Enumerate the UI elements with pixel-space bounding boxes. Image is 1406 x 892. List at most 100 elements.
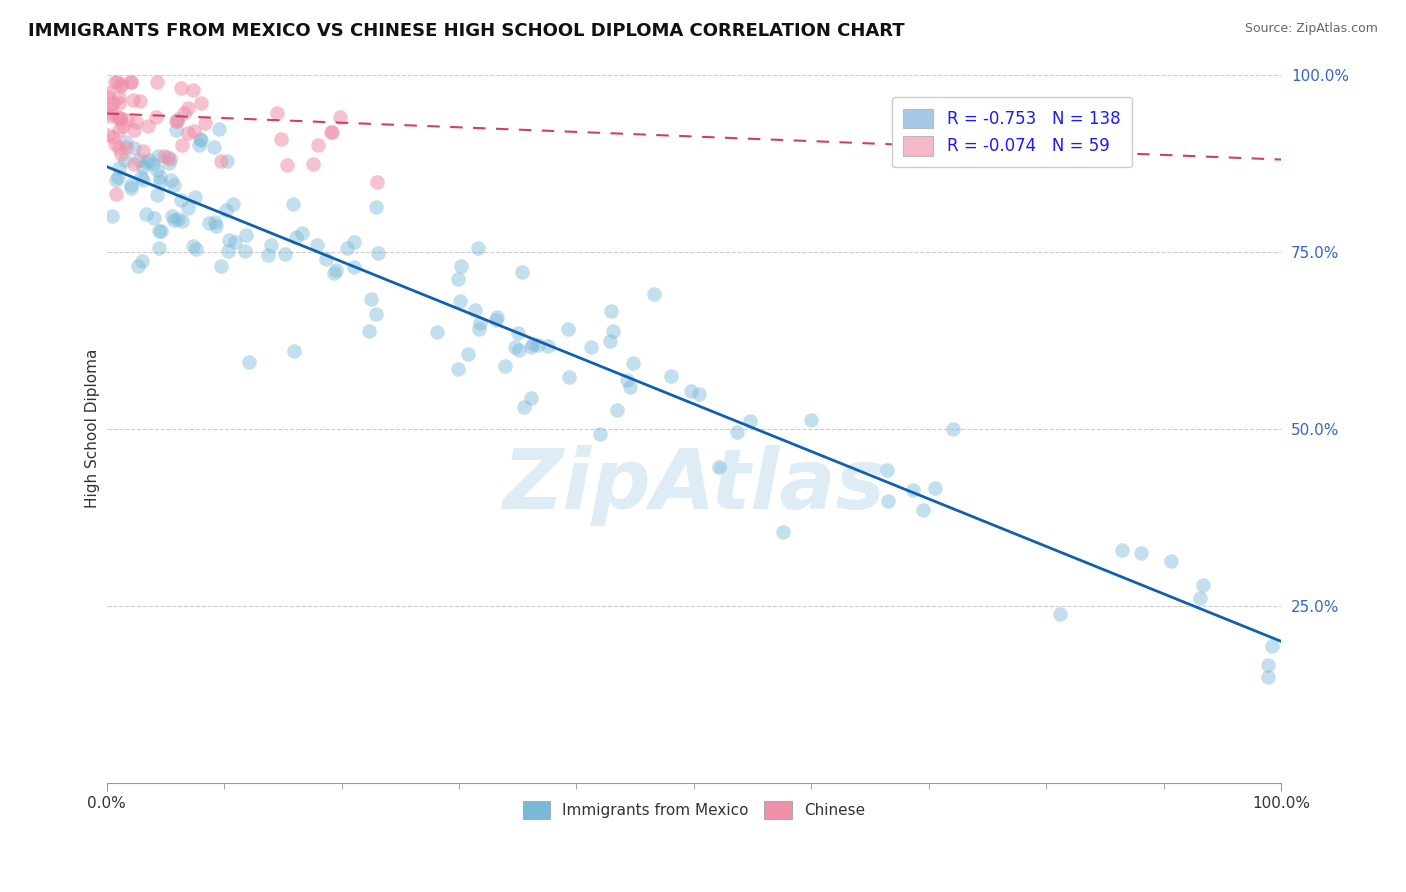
Point [204,215,226,229]
Point [901,483,924,497]
Text: IMMIGRANTS FROM MEXICO VS CHINESE HIGH SCHOOL DIPLOMA CORRELATION CHART: IMMIGRANTS FROM MEXICO VS CHINESE HIGH S… [28,22,904,40]
Point [449,293,471,308]
Point [447,362,470,376]
Point [170,193,193,207]
Point [110,147,132,161]
Point [170,213,193,227]
Point [120,74,142,88]
Point [202,140,225,154]
Point [163,212,186,227]
Point [120,74,142,88]
Point [581,340,603,354]
Point [876,463,898,477]
Point [159,152,181,166]
Point [160,209,183,223]
Point [104,74,127,88]
Point [149,224,172,238]
Point [1129,545,1152,559]
Point [315,252,337,267]
Point [163,178,186,193]
Point [103,129,125,144]
Point [148,224,170,238]
Point [97,86,120,100]
Point [366,175,388,189]
Point [513,401,536,415]
Point [302,157,325,171]
Point [122,141,145,155]
Point [183,239,205,253]
Point [527,338,550,352]
Point [167,211,190,226]
Point [215,202,238,217]
Point [114,135,136,149]
Point [221,196,243,211]
Point [121,93,143,107]
Point [447,272,470,286]
Point [100,101,122,115]
Point [284,230,307,244]
Point [218,233,240,247]
Point [205,219,228,233]
Point [942,422,965,436]
Point [725,425,748,439]
Point [146,188,169,202]
Point [131,253,153,268]
Point [557,321,579,335]
Point [120,181,142,195]
Point [170,80,193,95]
Point [114,153,136,168]
Point [127,259,149,273]
Point [129,95,152,109]
Point [165,113,187,128]
Point [1257,670,1279,684]
Point [643,287,665,301]
Point [235,227,257,242]
Point [115,140,138,154]
Point [506,326,529,340]
Point [911,503,934,517]
Point [606,402,628,417]
Point [588,426,610,441]
Point [170,138,193,153]
Point [107,112,129,126]
Point [167,112,190,126]
Point [98,105,121,120]
Point [343,260,366,274]
Point [194,116,217,130]
Point [166,113,188,128]
Point [132,144,155,158]
Point [159,173,181,187]
Point [616,373,638,387]
Point [772,524,794,539]
Point [283,344,305,359]
Point [190,96,212,111]
Legend: Immigrants from Mexico, Chinese: Immigrants from Mexico, Chinese [516,795,872,825]
Point [599,304,621,318]
Point [122,157,145,171]
Point [97,90,120,104]
Point [153,149,176,163]
Point [1192,577,1215,591]
Point [108,90,131,104]
Text: Source: ZipAtlas.com: Source: ZipAtlas.com [1244,22,1378,36]
Point [336,241,359,255]
Point [602,324,624,338]
Point [104,136,127,151]
Point [142,157,165,171]
Point [209,260,232,274]
Point [322,266,344,280]
Point [190,133,212,147]
Point [503,340,526,354]
Point [1260,639,1282,653]
Point [364,307,387,321]
Point [120,178,142,193]
Point [157,156,180,170]
Point [208,121,231,136]
Point [709,459,731,474]
Point [181,83,204,97]
Point [105,75,128,89]
Point [135,207,157,221]
Point [924,481,946,495]
Point [173,105,195,120]
Point [659,369,682,384]
